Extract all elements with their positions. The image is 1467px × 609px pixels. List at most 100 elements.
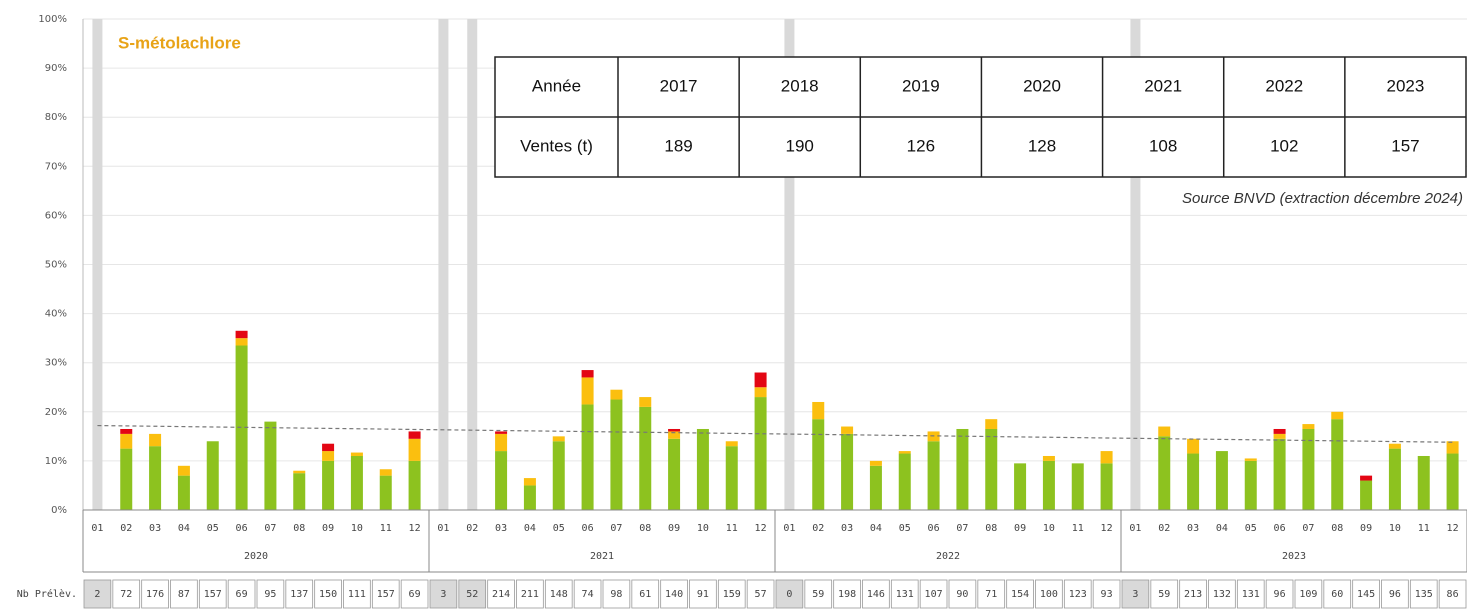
count-cell	[977, 579, 1006, 609]
count-cell	[285, 579, 314, 609]
bar-segment	[1071, 463, 1084, 510]
source: Source BNVD (extraction décembre 2024)	[1182, 190, 1463, 207]
table-cell: 128	[1028, 136, 1056, 155]
bar-segment	[1302, 424, 1315, 429]
month-label: 07	[1302, 523, 1314, 534]
bar-segment	[639, 397, 652, 407]
table-cell: 2023	[1387, 76, 1425, 95]
bar-segment	[495, 431, 508, 434]
bar-segment	[1302, 428, 1315, 510]
count-cell	[1092, 579, 1121, 609]
bar-segment	[725, 446, 738, 510]
month-label: 04	[870, 523, 882, 534]
table-cell: 126	[907, 136, 935, 155]
count-cell	[429, 579, 458, 609]
count-cell	[717, 579, 746, 609]
month-label: 02	[120, 523, 132, 534]
count-value: 74	[582, 589, 594, 600]
masked-bar	[467, 19, 478, 510]
bar-segment	[898, 453, 911, 510]
count-cell	[746, 579, 775, 609]
count-value: 211	[521, 589, 539, 600]
month-label: 03	[495, 523, 507, 534]
bar-segment	[668, 431, 681, 439]
year-label: 2021	[590, 551, 614, 562]
month-label: 11	[726, 523, 738, 534]
table-cell: 190	[786, 136, 814, 155]
month-label: 02	[1158, 523, 1170, 534]
count-cell	[890, 579, 919, 609]
bar-segment	[1331, 411, 1344, 420]
masked-bar	[92, 19, 103, 510]
count-cell	[83, 579, 112, 609]
year-label: 2020	[244, 551, 268, 562]
count-value: 107	[925, 589, 943, 600]
count-cell	[689, 579, 717, 609]
count-value: 137	[290, 589, 308, 600]
month-label: 12	[409, 523, 421, 534]
bar-segment	[1042, 455, 1055, 461]
bar-segment	[1273, 438, 1286, 510]
bar-segment	[322, 451, 335, 461]
y-tick-label: 50%	[45, 260, 67, 271]
bar-segment	[264, 421, 277, 510]
count-value: 61	[639, 589, 651, 600]
table-cell: Année	[532, 76, 581, 95]
bar-segment	[754, 397, 767, 510]
bar-segment	[1215, 451, 1228, 510]
count-cell	[1208, 579, 1236, 609]
masked-bar	[1130, 19, 1141, 510]
count-cell	[400, 579, 429, 609]
count-cell	[775, 579, 804, 609]
count-cell	[112, 579, 141, 609]
table-cell: 189	[664, 136, 692, 155]
bar-segment	[350, 455, 363, 510]
count-cell	[833, 579, 861, 609]
count-value: 146	[867, 589, 885, 600]
bar-segment	[696, 428, 709, 510]
count-cell	[1438, 579, 1467, 609]
bar-segment	[322, 460, 335, 510]
count-value: 198	[838, 589, 856, 600]
month-label: 05	[207, 523, 219, 534]
month-label: 03	[1187, 523, 1199, 534]
count-cell	[371, 579, 400, 609]
bar-segment	[177, 465, 190, 476]
bar-segment	[841, 433, 854, 510]
month-label: 07	[264, 523, 276, 534]
count-value: 132	[1213, 589, 1231, 600]
bar-segment	[552, 436, 565, 442]
count-cell	[948, 579, 977, 609]
month-label: 09	[1360, 523, 1372, 534]
count-value: 96	[1389, 589, 1401, 600]
month-label: 07	[610, 523, 622, 534]
bar-segment	[1187, 438, 1200, 454]
count-cell	[314, 579, 342, 609]
bar-segment	[1360, 480, 1373, 510]
count-value: 131	[1242, 589, 1260, 600]
count-cell	[1035, 579, 1063, 609]
bar-segment	[552, 441, 565, 510]
month-label: 10	[1389, 523, 1401, 534]
count-value: 100	[1040, 589, 1058, 600]
count-cell	[919, 579, 948, 609]
count-cell	[256, 579, 285, 609]
month-label: 11	[1418, 523, 1430, 534]
bar-segment	[610, 389, 623, 400]
month-label: 11	[380, 523, 392, 534]
month-label: 12	[1447, 523, 1459, 534]
count-value: 98	[610, 589, 622, 600]
y-tick-label: 80%	[45, 112, 67, 123]
count-value: 93	[1101, 589, 1113, 600]
count-value: 57	[755, 589, 767, 600]
bar-segment	[293, 473, 306, 510]
count-cell	[343, 579, 371, 609]
bar-segment	[668, 438, 681, 510]
count-value: 72	[120, 589, 132, 600]
count-cell	[1323, 579, 1352, 609]
bar-segment	[898, 451, 911, 454]
count-value: 87	[178, 589, 190, 600]
month-label: 04	[1216, 523, 1228, 534]
table-cell: 2017	[660, 76, 698, 95]
bar-segment	[581, 370, 594, 378]
